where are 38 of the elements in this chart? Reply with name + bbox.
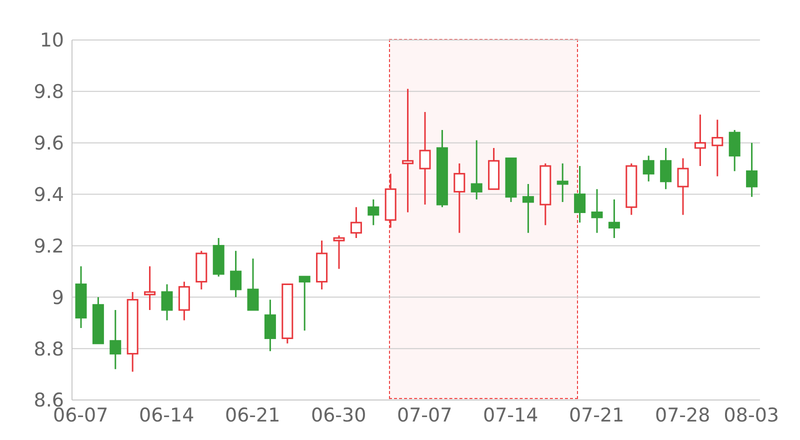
candlestick <box>470 140 482 200</box>
candlestick <box>144 266 156 311</box>
candlestick <box>746 142 758 198</box>
candlestick <box>161 284 173 322</box>
candlestick <box>264 298 276 352</box>
x-tick-label: 07-07 <box>396 404 452 426</box>
candlestick <box>368 198 380 226</box>
candlestick <box>454 162 466 234</box>
x-tick-label: 06-30 <box>310 404 366 426</box>
candlestick <box>110 309 122 370</box>
candlestick <box>608 198 620 239</box>
y-tick-label: 9.2 <box>34 235 64 258</box>
candlestick <box>316 240 328 290</box>
y-tick-label: 9.8 <box>34 81 64 104</box>
y-tick-label: 10 <box>40 30 64 52</box>
candlestick <box>591 188 603 234</box>
y-tick-label: 9 <box>52 286 64 309</box>
x-tick-label: 07-21 <box>568 404 624 426</box>
candlestick <box>230 250 242 298</box>
x-tick-label: 08-03 <box>724 404 780 426</box>
candlestick <box>694 114 706 167</box>
candlestick <box>75 266 87 329</box>
candlestick <box>677 158 689 216</box>
candlestick <box>402 88 414 214</box>
candlestick <box>712 118 724 178</box>
candlestick <box>419 111 431 206</box>
candlestick <box>126 291 138 372</box>
y-tick-label: 9.6 <box>34 132 64 155</box>
y-tick-label: 9.4 <box>34 184 64 206</box>
candlestick <box>660 147 672 190</box>
x-tick-label: 06-14 <box>138 404 194 426</box>
x-tick-label: 06-21 <box>224 404 280 426</box>
candlestick <box>574 165 586 224</box>
x-tick-label: 07-28 <box>654 404 710 426</box>
candlestick <box>522 183 534 234</box>
x-tick-label: 07-14 <box>482 404 538 426</box>
y-tick-label: 8.8 <box>34 338 64 360</box>
candlestick <box>556 162 568 203</box>
